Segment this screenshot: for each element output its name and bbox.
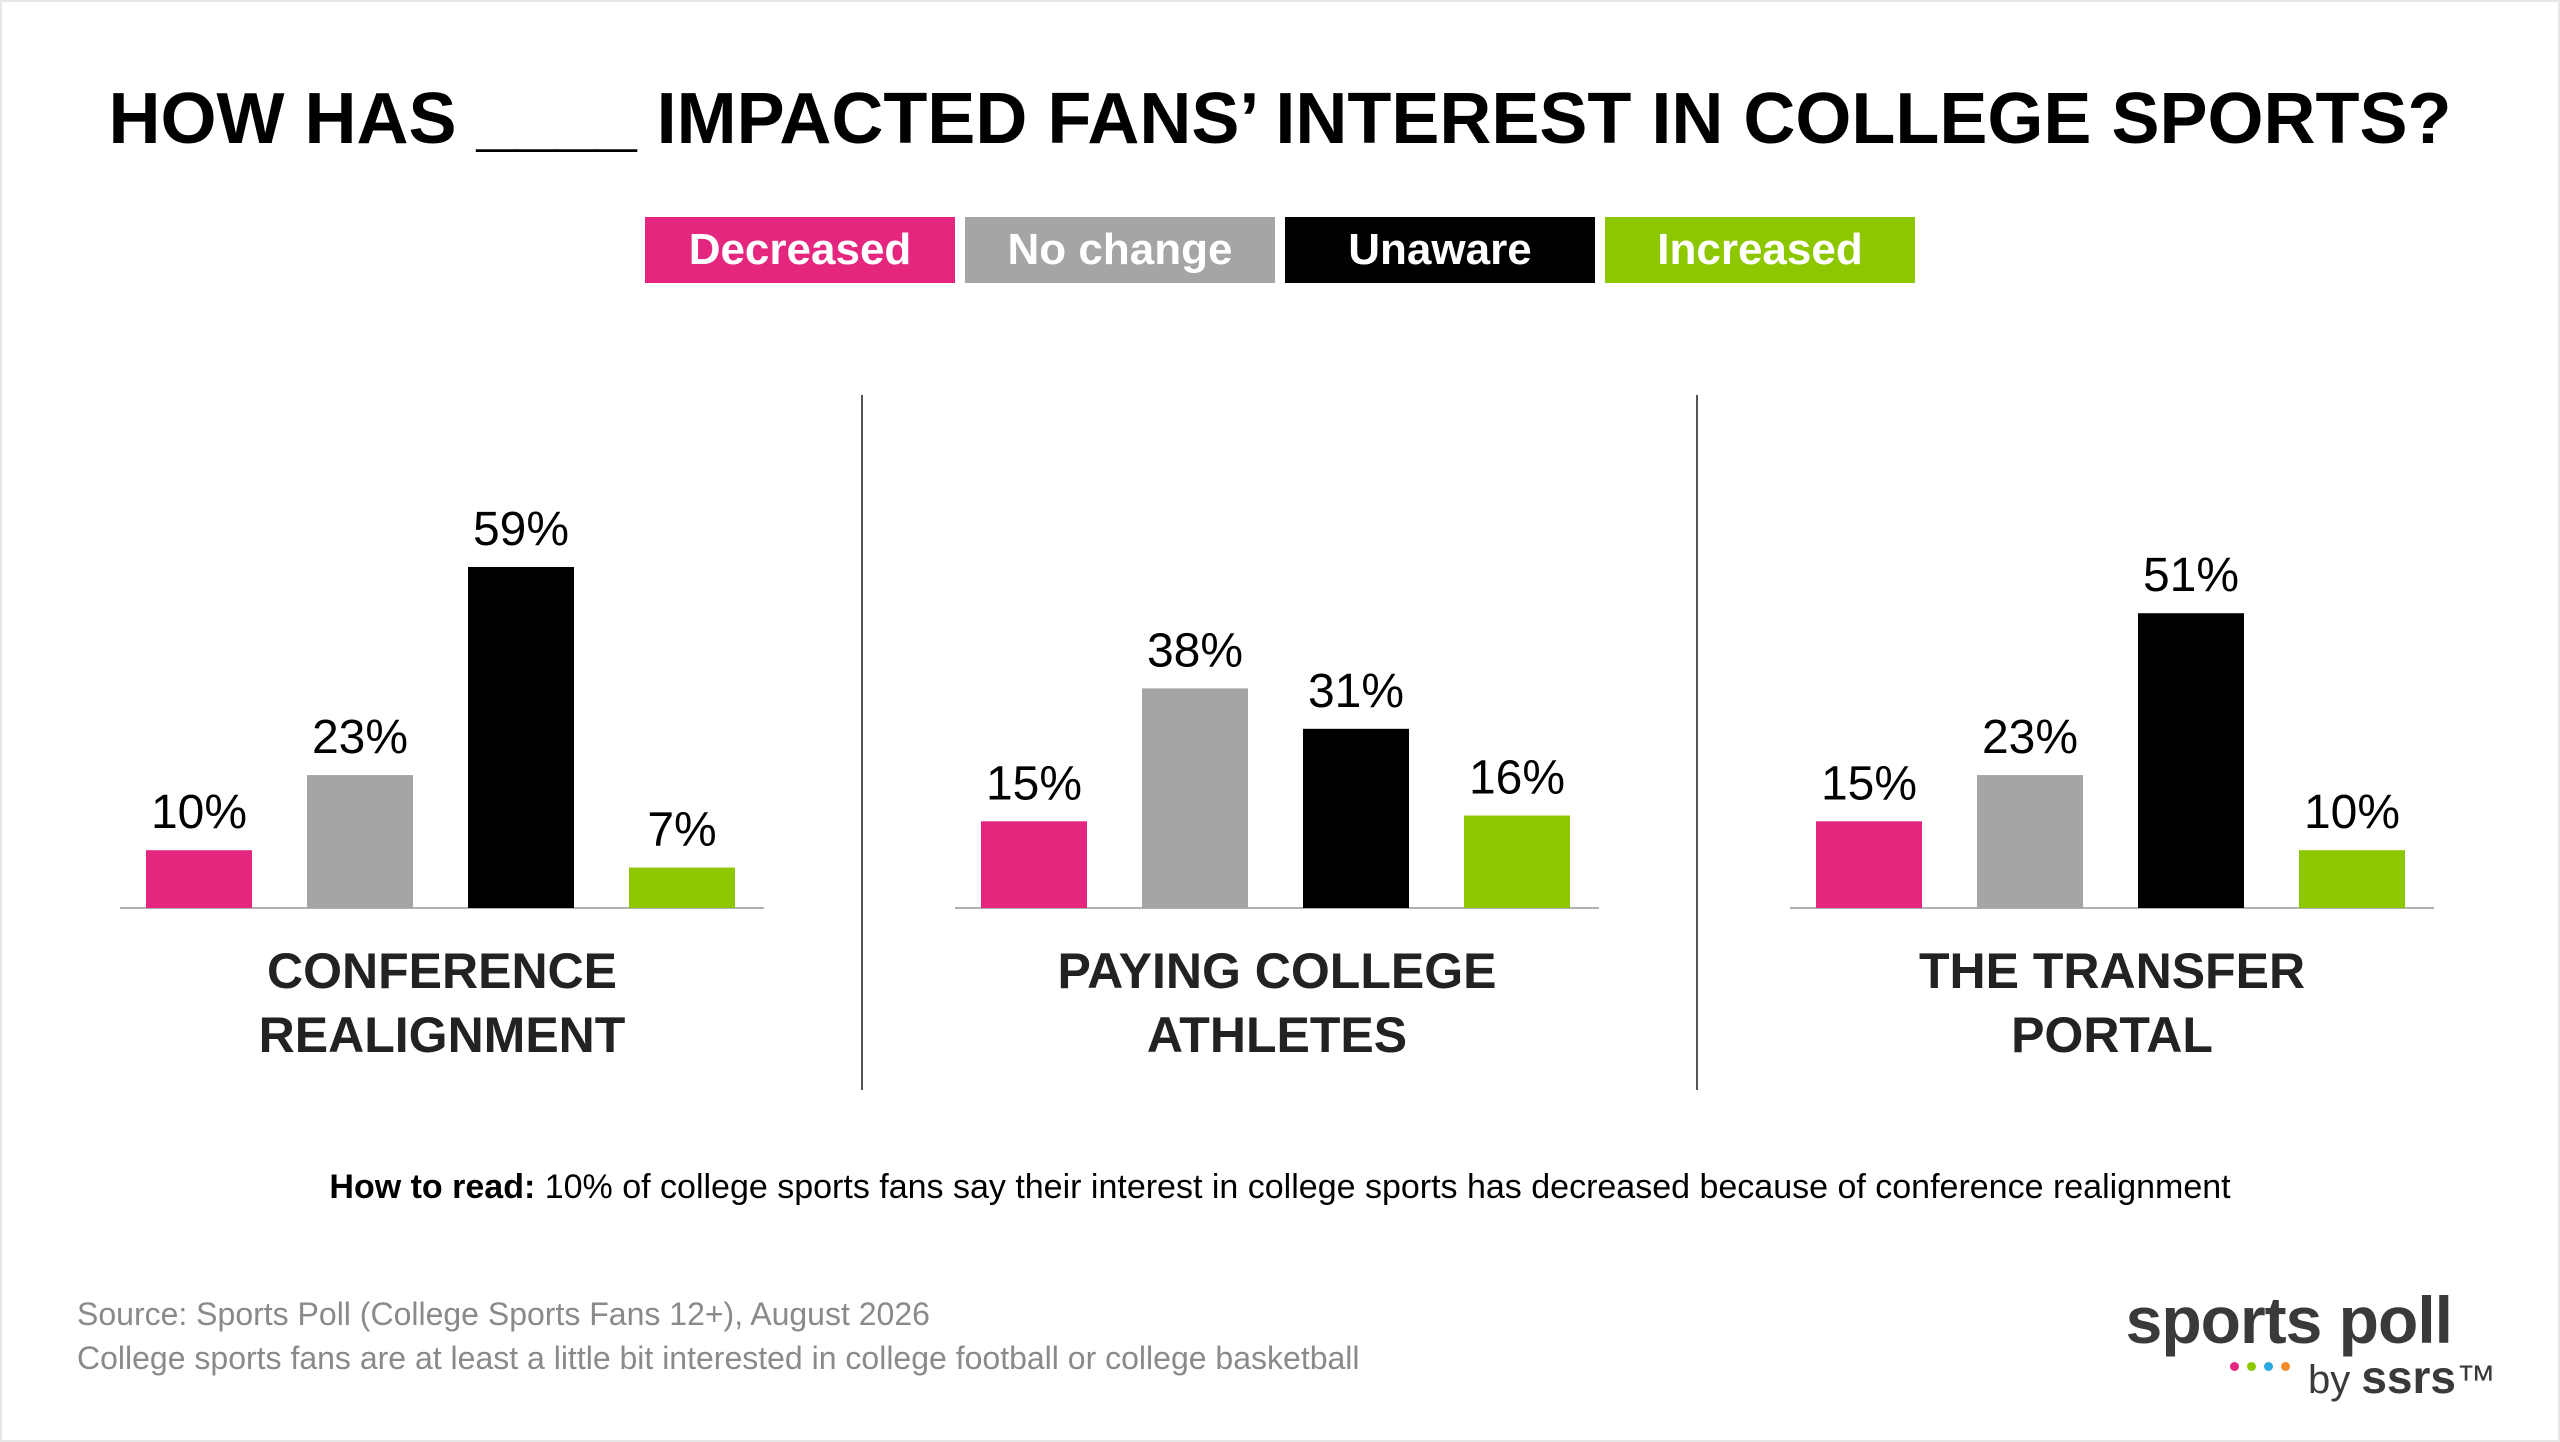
legend-no-change: No change (965, 217, 1275, 283)
how-to-read-label: How to read: (329, 1168, 536, 1206)
logo-tm: ™ (2456, 1358, 2496, 1402)
logo-dot (2281, 1362, 2290, 1371)
logo-by: by (2307, 1358, 2351, 1402)
bar-increased (2299, 850, 2405, 908)
panel-title: REALIGNMENT (259, 1007, 626, 1063)
legend-unaware: Unaware (1285, 217, 1595, 283)
how-to-read: How to read: 10% of college sports fans … (0, 1168, 2560, 1207)
data-label: 7% (647, 804, 716, 857)
chart-title: HOW HAS ____ IMPACTED FANS’ INTEREST IN … (108, 79, 2452, 159)
panel-title: CONFERENCE (267, 943, 617, 999)
bar-unaware (468, 566, 574, 908)
sports-poll-logo: sports poll by ssrs™ (2100, 1282, 2500, 1404)
bar-no-change (1142, 688, 1248, 908)
logo-dot (2230, 1362, 2239, 1371)
panel-title: PORTAL (2011, 1007, 2213, 1063)
legend-decreased: Decreased (645, 217, 955, 283)
bar-decreased (146, 850, 252, 908)
bar-no-change (307, 775, 413, 908)
logo-byline: by ssrs™ (2308, 1350, 2496, 1404)
data-label: 15% (986, 757, 1082, 810)
how-to-read-text: 10% of college sports fans say their int… (535, 1168, 2231, 1206)
bar-unaware (2138, 613, 2244, 908)
bar-no-change (1977, 775, 2083, 908)
bar-increased (1464, 815, 1570, 908)
logo-wordmark: sports poll (2125, 1283, 2453, 1357)
data-label: 51% (2143, 549, 2239, 602)
data-label: 10% (151, 786, 247, 839)
data-label: 16% (1469, 752, 1565, 805)
data-label: 15% (1821, 757, 1917, 810)
data-label: 23% (312, 711, 408, 764)
bar-decreased (1816, 821, 1922, 908)
logo-dot (2247, 1362, 2256, 1371)
bar-unaware (1303, 728, 1409, 908)
data-label: 38% (1147, 624, 1243, 677)
panel-title: ATHLETES (1147, 1007, 1407, 1063)
source-note: Source: Sports Poll (College Sports Fans… (77, 1292, 1360, 1380)
panel-title: PAYING COLLEGE (1058, 943, 1497, 999)
bar-increased (629, 867, 735, 908)
logo-dots (2230, 1358, 2298, 1376)
legend-increased: Increased (1605, 217, 1915, 283)
panel-title: THE TRANSFER (1919, 943, 2305, 999)
bar-decreased (981, 821, 1087, 908)
data-label: 59% (473, 503, 569, 556)
source-line: Source: Sports Poll (College Sports Fans… (77, 1296, 930, 1332)
data-label: 23% (1982, 711, 2078, 764)
data-label: 10% (2304, 786, 2400, 839)
legend: Decreased No change Unaware Increased (0, 217, 2560, 283)
logo-dot (2264, 1362, 2273, 1371)
logo-brand: ssrs (2361, 1351, 2456, 1403)
population-note: College sports fans are at least a littl… (77, 1340, 1360, 1376)
data-label: 31% (1308, 665, 1404, 718)
